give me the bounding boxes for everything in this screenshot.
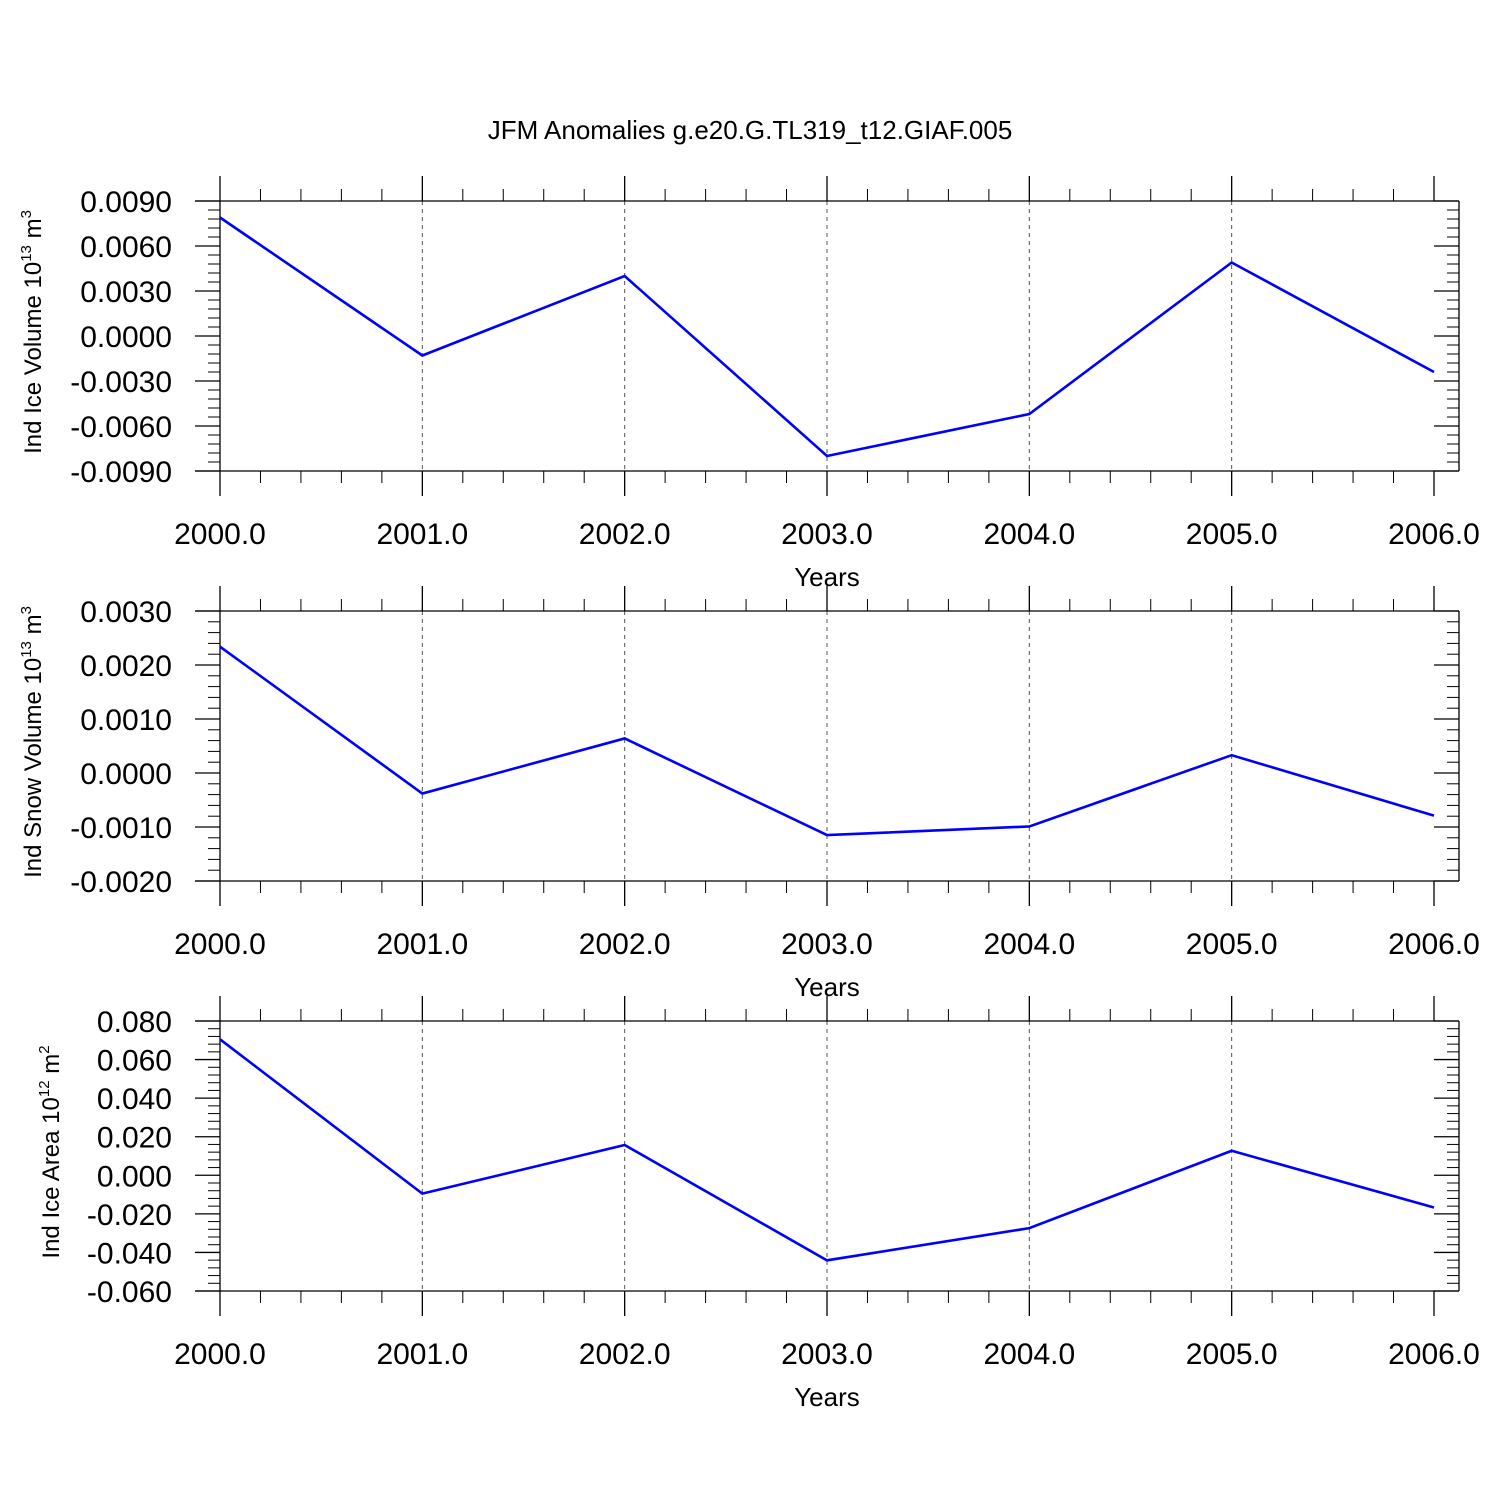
x-tick-label: 2002.0 [579,1338,671,1371]
y-axis-label-unit: m [38,1054,65,1081]
x-tick-label: 2001.0 [376,1338,468,1371]
y-tick-label: 0.080 [97,1006,172,1039]
y-axis-label-unit-exponent: 3 [18,210,35,218]
y-tick-label: 0.020 [97,1122,172,1155]
panel-2: 2000.0 2001.0 2002.0 2003.0 2004.0 2005.0 2006… [18,586,1480,1002]
y-tick-label: 0.040 [97,1083,172,1116]
y-tick-label: 0.060 [97,1045,172,1078]
y-axis-label-exponent: 13 [18,641,35,658]
series-line [219,216,1435,458]
y-tick-label: -0.0020 [70,866,172,899]
x-tick-label: 2006.0 [1388,1338,1480,1371]
x-tick-label: 2000.0 [174,1338,266,1371]
series-line [219,1038,1435,1262]
x-tick-label: 2002.0 [579,518,671,551]
x-tick-label: 2000.0 [174,928,266,961]
y-tick-label: -0.0030 [70,366,172,399]
y-tick-label: -0.040 [87,1237,172,1270]
x-tick-label: 2004.0 [983,1338,1075,1371]
y-axis-label-unit: m [20,218,47,245]
y-axis-label-exponent: 13 [18,245,35,262]
x-tick-label: 2001.0 [376,928,468,961]
y-axis-label-unit-exponent: 3 [18,606,35,614]
y-tick-label: 0.0030 [80,276,172,309]
x-tick-label: 2003.0 [781,1338,873,1371]
x-tick-label: 2003.0 [781,928,873,961]
y-axis-label-text: Ind Ice Area 10 [38,1097,65,1258]
y-tick-label: 0.0000 [80,758,172,791]
x-tick-label: 2001.0 [376,518,468,551]
y-tick-label: 0.000 [97,1160,172,1193]
y-axis-label: Ind Snow Volume 1013 m3 [18,606,47,878]
y-tick-label: 0.0000 [80,321,172,354]
y-axis-label: Ind Ice Area 1012 m2 [36,1045,65,1258]
x-tick-label: 2005.0 [1186,1338,1278,1371]
y-axis-label: Ind Ice Volume 1013 m3 [18,210,47,454]
x-tick-label: 2000.0 [174,518,266,551]
y-axis-label-unit-exponent: 2 [36,1045,53,1053]
y-tick-label: 0.0060 [80,231,172,264]
series-line [219,645,1435,837]
x-tick-label: 2006.0 [1388,518,1480,551]
y-tick-label: -0.0090 [70,456,172,489]
y-tick-label: 0.0020 [80,650,172,683]
panel-3: 2000.0 2001.0 2002.0 2003.0 2004.0 2005.0 2006… [36,996,1480,1412]
x-tick-label: 2005.0 [1186,518,1278,551]
y-tick-label: -0.0060 [70,411,172,444]
y-axis-label-unit: m [20,614,47,641]
y-axis-label-text: Ind Ice Volume 10 [20,262,47,454]
y-tick-label: 0.0090 [80,186,172,219]
panel-1: 2000.0 2001.0 2002.0 2003.0 2004.0 2005.0 2006… [18,176,1480,592]
y-axis-label-exponent: 12 [36,1080,53,1097]
panels-container: 2000.0 2001.0 2002.0 2003.0 2004.0 2005.0 2006… [18,176,1480,1412]
y-tick-label: -0.0010 [70,812,172,845]
y-tick-label: -0.020 [87,1199,172,1232]
y-tick-label: 0.0030 [80,596,172,629]
x-axis-label: Years [794,1382,860,1412]
x-tick-label: 2004.0 [983,518,1075,551]
y-tick-label: 0.0010 [80,704,172,737]
x-tick-label: 2004.0 [983,928,1075,961]
x-tick-label: 2003.0 [781,518,873,551]
x-tick-label: 2005.0 [1186,928,1278,961]
x-tick-label: 2002.0 [579,928,671,961]
x-tick-label: 2006.0 [1388,928,1480,961]
chart-title: JFM Anomalies g.e20.G.TL319_t12.GIAF.005 [488,115,1013,145]
y-tick-label: -0.060 [87,1276,172,1309]
y-axis-label-text: Ind Snow Volume 10 [20,658,47,878]
